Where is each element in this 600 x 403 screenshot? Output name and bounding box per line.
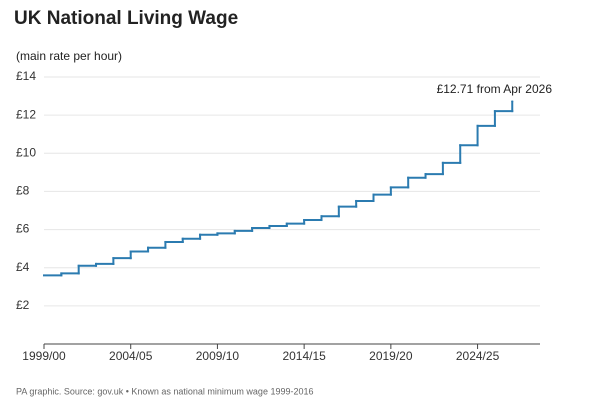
step-end [511,100,514,103]
y-tick-label: £14 [16,69,36,83]
x-tick-label: 2024/25 [456,349,500,363]
y-tick-label: £6 [16,222,30,236]
x-tick-label: 1999/00 [22,349,66,363]
y-tick-label: £8 [16,184,30,198]
x-tick-label: 2004/05 [109,349,153,363]
source-note: PA graphic. Source: gov.uk • Known as na… [16,386,314,396]
chart-title: UK National Living Wage [14,8,238,29]
chart-subtitle: (main rate per hour) [16,49,122,63]
y-tick-label: £4 [16,260,30,274]
x-tick-label: 2019/20 [369,349,413,363]
y-tick-label: £12 [16,107,36,121]
x-tick-label: 2009/10 [196,349,240,363]
x-tick-label: 2014/15 [282,349,326,363]
y-tick-label: £2 [16,298,30,312]
annotation: £12.71 from Apr 2026 [437,82,553,96]
y-tick-label: £10 [16,145,36,159]
